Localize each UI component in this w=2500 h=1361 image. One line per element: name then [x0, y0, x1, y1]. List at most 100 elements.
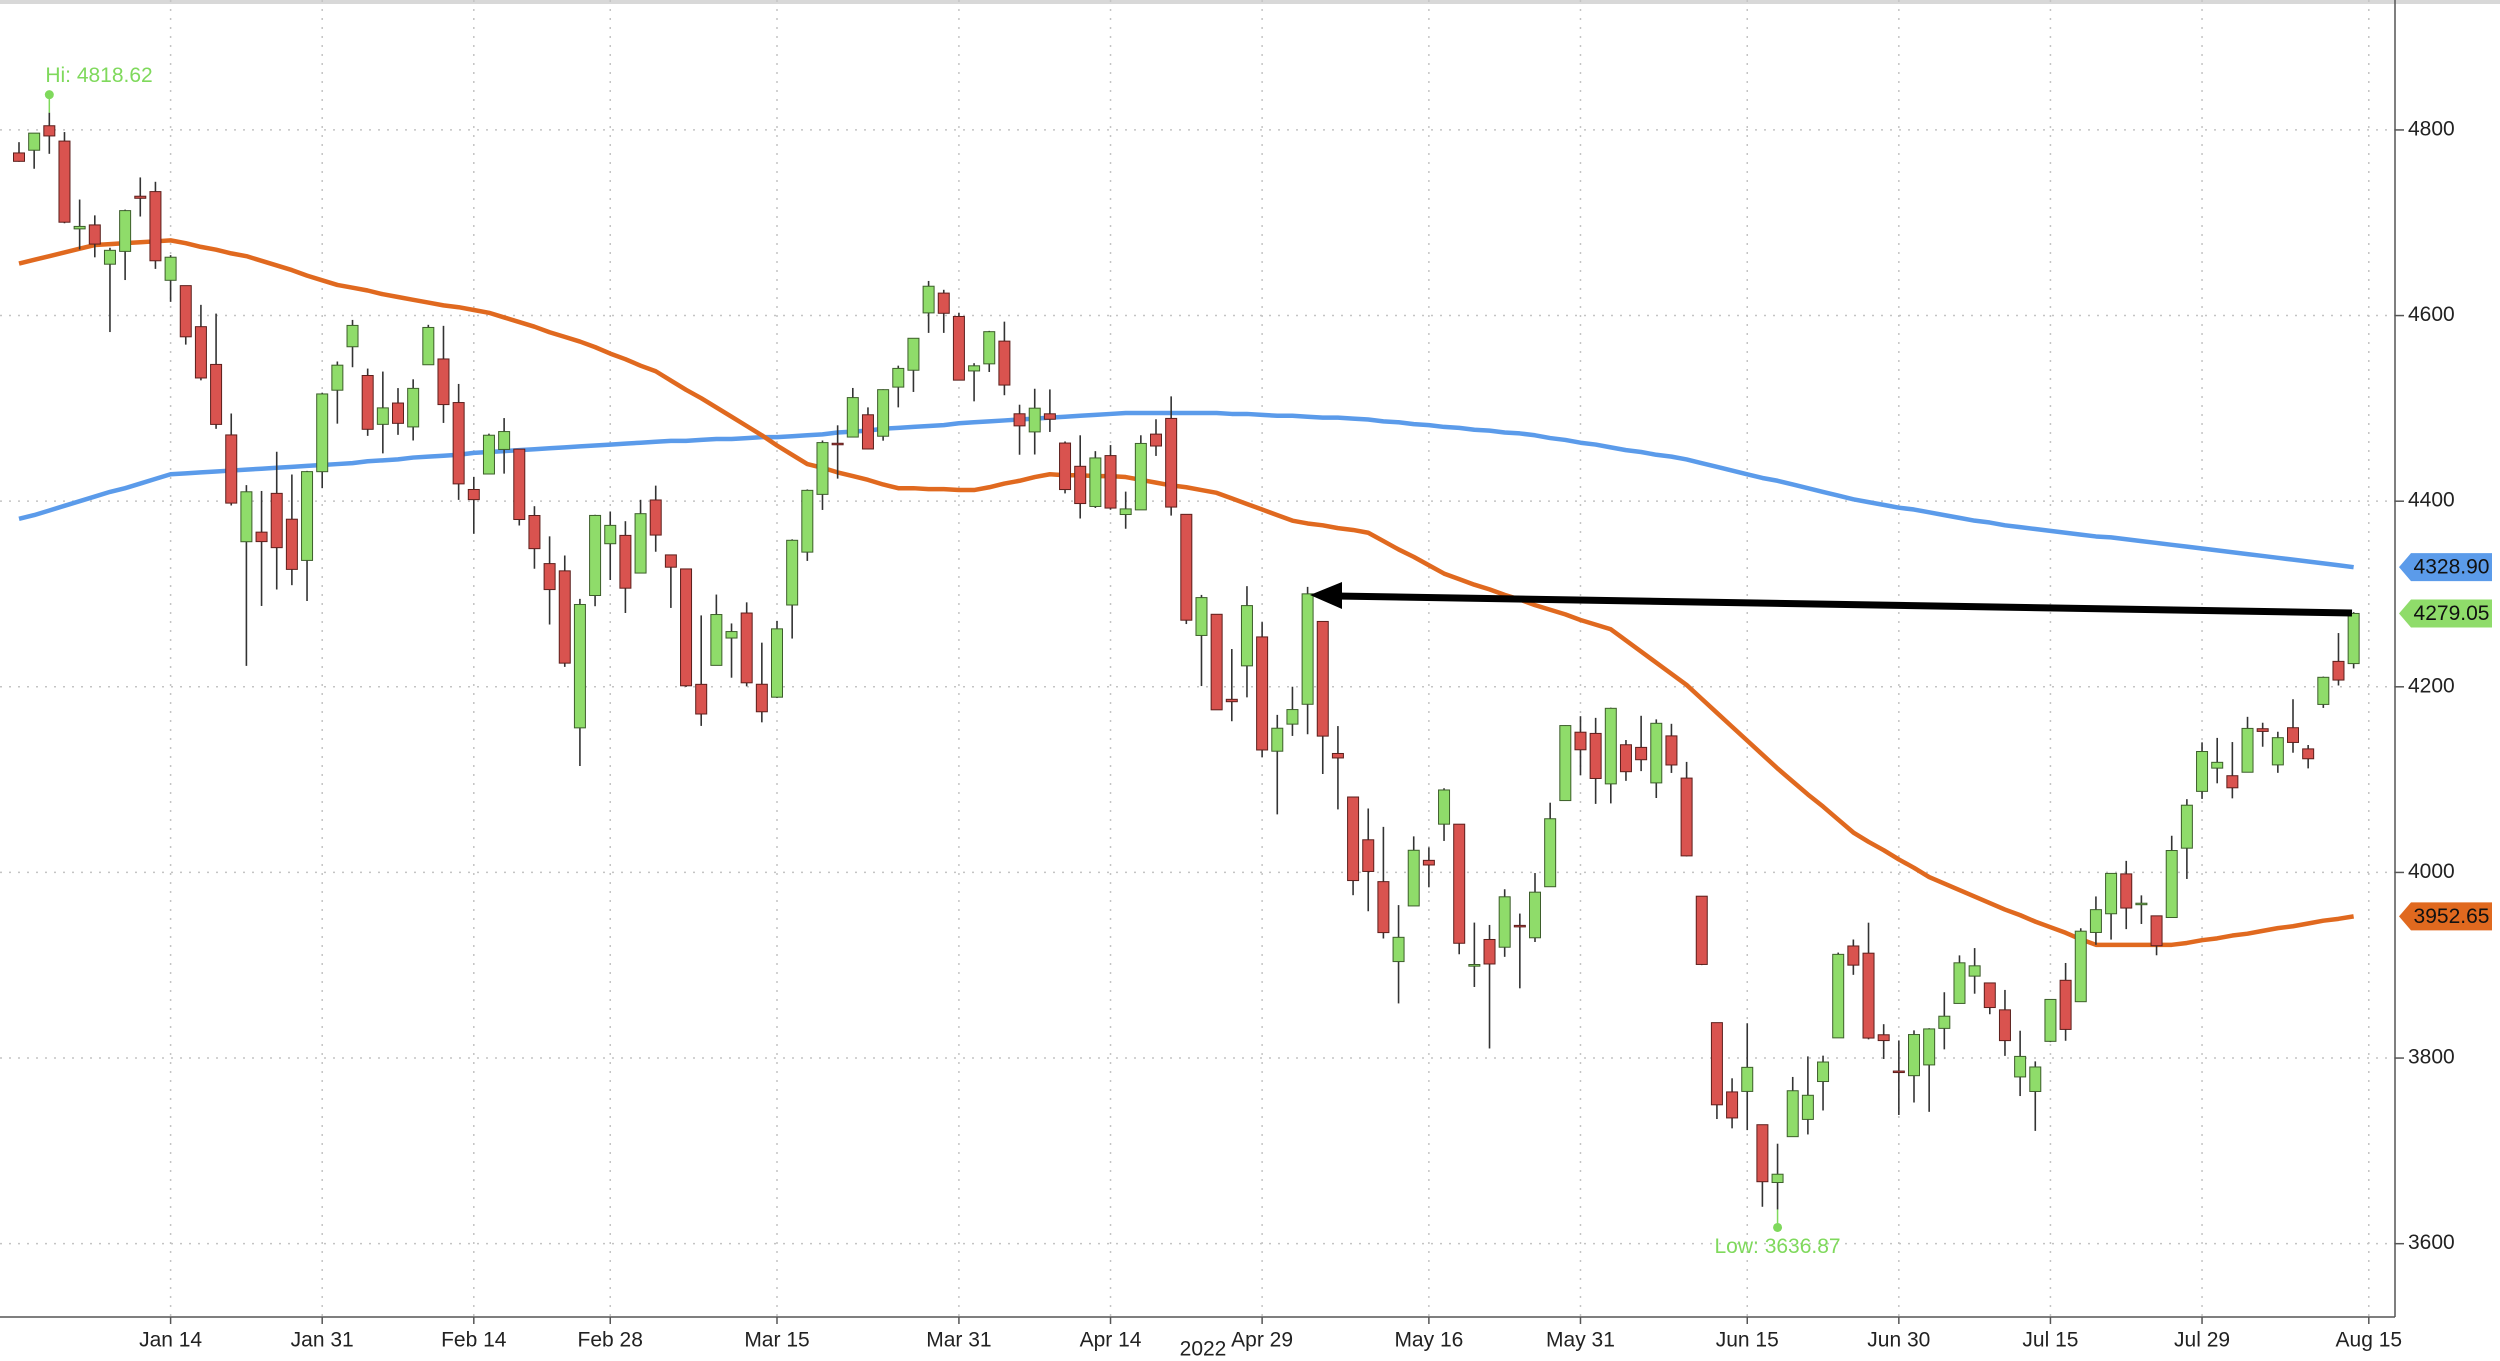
candle-body	[225, 434, 238, 504]
candle-body	[877, 389, 890, 437]
candle-body	[103, 249, 116, 265]
candle-body	[2287, 727, 2299, 743]
candle-body	[1059, 442, 1072, 491]
ma-line	[18, 238, 2355, 948]
candle-body	[2180, 804, 2193, 849]
x-tick-label: Apr 14	[1080, 1329, 1142, 1352]
candle-body	[1043, 413, 1056, 420]
candle-body	[786, 539, 799, 606]
candle-body	[1574, 731, 1587, 751]
x-tick-label: Jun 30	[1867, 1329, 1930, 1352]
candle-body	[1544, 818, 1557, 888]
candle-body	[2241, 727, 2254, 773]
candle-body	[543, 563, 556, 591]
candle-body	[73, 225, 86, 230]
candle-body	[1286, 709, 1299, 725]
candle-body	[1150, 433, 1162, 447]
candle-body	[1938, 1015, 1951, 1029]
candle-body	[437, 358, 450, 406]
y-tick-label: 4400	[2408, 489, 2455, 512]
annotation-dot	[1773, 1222, 1783, 1232]
candle-body	[1923, 1028, 1936, 1066]
candle-body	[2271, 737, 2284, 766]
candle-body	[2150, 915, 2163, 947]
candle-body	[983, 331, 996, 365]
candle-body	[952, 315, 965, 381]
candle-body	[1089, 457, 1102, 507]
price-tag	[2399, 902, 2492, 931]
candle-body	[1559, 725, 1572, 802]
candle-body	[1453, 823, 1466, 944]
candle-body	[907, 337, 920, 371]
y-tick-label: 4800	[2408, 117, 2455, 140]
x-tick-label: Jul 29	[2174, 1329, 2230, 1352]
candle-body	[1983, 982, 1996, 1009]
candle-body	[13, 152, 25, 162]
candle-body	[1604, 707, 1617, 785]
candle-body	[1134, 442, 1147, 511]
candle-body	[998, 340, 1011, 386]
candle-body	[1104, 455, 1117, 509]
candle-body	[2332, 660, 2345, 681]
candle-body	[2226, 775, 2239, 789]
candle-body	[2074, 930, 2087, 1003]
candle-body	[1680, 777, 1693, 857]
y-tick-label: 4600	[2408, 303, 2455, 326]
candle-body	[346, 324, 359, 348]
candle-body	[1741, 1066, 1754, 1092]
candle-body	[1635, 746, 1648, 761]
candle-body	[634, 513, 647, 574]
candle-body	[755, 683, 768, 713]
candle-body	[1195, 597, 1208, 636]
candle-body	[846, 397, 859, 438]
x-tick-label: Feb 28	[578, 1329, 643, 1352]
price-tag-label: 4279.05	[2414, 602, 2490, 625]
candle-body	[1892, 1070, 1905, 1074]
candle-body	[1619, 744, 1632, 773]
y-tick-label: 3800	[2408, 1046, 2455, 1069]
candle-body	[2105, 872, 2118, 915]
candle-body	[2029, 1066, 2042, 1092]
price-tag-label: 3952.65	[2414, 905, 2490, 928]
candle-body	[285, 518, 298, 570]
candle-body	[528, 515, 541, 550]
candle-body	[210, 363, 223, 425]
candle-body	[422, 326, 435, 366]
y-tick-label: 4000	[2408, 860, 2455, 883]
x-tick-label: Aug 15	[2336, 1329, 2403, 1352]
candle-body	[2120, 873, 2133, 909]
candle-body	[270, 492, 283, 549]
candle-body	[695, 683, 708, 715]
candle-body	[1074, 465, 1087, 505]
candle-body	[1331, 752, 1344, 759]
candle-body	[1726, 1091, 1739, 1119]
toolbar-edge	[0, 0, 2500, 4]
candle-body	[361, 375, 374, 430]
candle-body	[1710, 1022, 1723, 1106]
candle-body	[771, 628, 783, 698]
candle-body	[1119, 508, 1132, 516]
candle-body	[467, 488, 480, 501]
candle-body	[1165, 417, 1178, 508]
candle-body	[619, 534, 632, 589]
candle-body	[58, 140, 71, 223]
candle-body	[1529, 891, 1541, 939]
candle-body	[194, 326, 207, 379]
candle-body	[892, 367, 905, 388]
candle-body	[513, 448, 526, 521]
candle-body	[331, 364, 344, 391]
candle-body	[1225, 698, 1238, 703]
candle-body	[1862, 952, 1875, 1039]
candle-body	[1513, 924, 1526, 928]
candle-body	[392, 402, 404, 424]
annotation-label: Low: 3636.87	[1715, 1235, 1841, 1258]
candle-body	[255, 531, 268, 543]
candle-body	[725, 631, 738, 639]
arrow-head	[1310, 582, 1342, 609]
moving-averages	[18, 238, 2355, 948]
candle-body	[604, 524, 617, 545]
candle-body	[1256, 636, 1269, 751]
